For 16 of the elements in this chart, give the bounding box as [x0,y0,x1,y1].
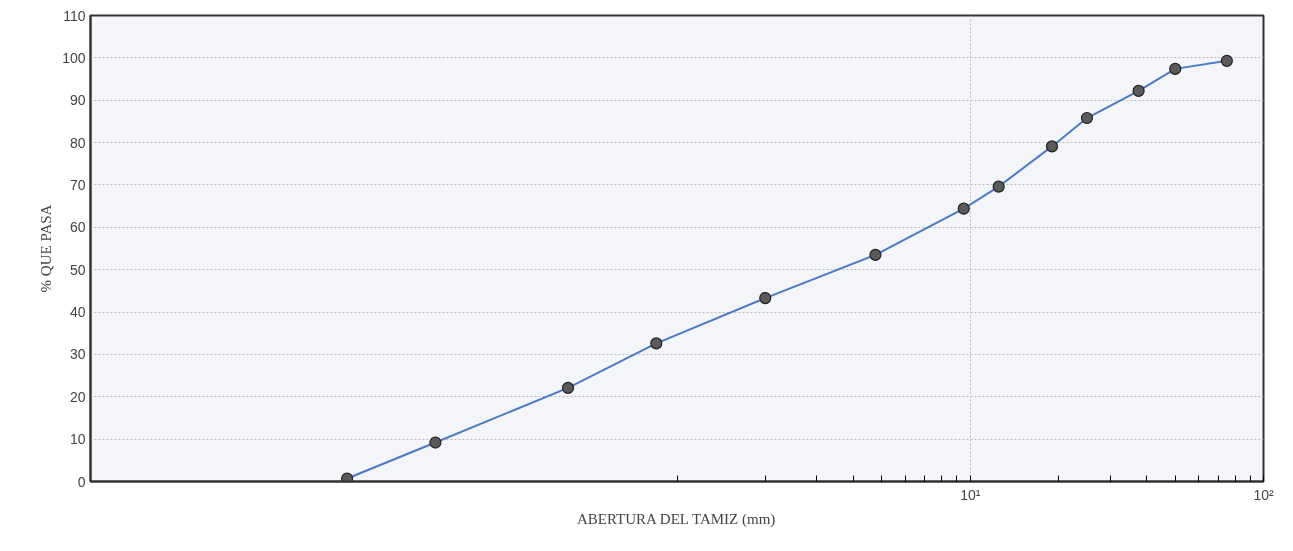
y-tick-label: 70 [69,176,86,193]
y-tick-label: 80 [69,134,86,151]
y-tick-label: 110 [63,7,86,24]
y-tick-label: 60 [69,219,86,236]
y-tick-label: 100 [62,49,86,66]
x-tick-label: 10² [1253,486,1274,503]
y-tick-label: 20 [69,388,86,405]
x-axis-title: ABERTURA DEL TAMIZ (mm) [577,510,776,528]
x-tick-label: 10¹ [960,486,981,503]
y-tick-label: 90 [69,92,86,109]
y-tick-label: 40 [69,304,86,321]
y-tick-label: 0 [77,473,86,490]
y-axis-title: % QUE PASA [38,204,55,293]
y-tick-label: 10 [69,431,86,448]
y-tick-label: 50 [69,261,86,278]
y-tick-label: 30 [69,346,86,363]
